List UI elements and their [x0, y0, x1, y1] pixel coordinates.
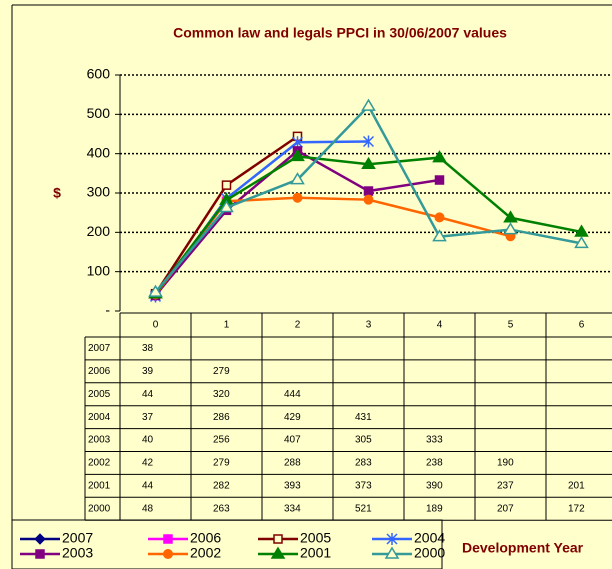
- table-cell: 263: [213, 503, 230, 514]
- table-cell: 238: [426, 458, 443, 469]
- y-tick-label: 100: [87, 262, 111, 278]
- table-cell: 44: [142, 480, 154, 491]
- marker: [574, 235, 589, 249]
- table-cell: 279: [213, 366, 230, 377]
- y-tick-label: 200: [87, 223, 111, 239]
- table-cell: 305: [355, 435, 372, 446]
- legend-label: 2001: [300, 545, 331, 561]
- table-cell: 393: [284, 480, 301, 491]
- marker: [219, 200, 234, 213]
- table-cell: 42: [142, 458, 154, 469]
- legend-label: 2006: [190, 530, 221, 546]
- table-row-label: 2001: [88, 480, 111, 491]
- table-row-label: 2002: [88, 458, 111, 469]
- marker: [432, 229, 447, 242]
- marker: [434, 212, 445, 223]
- x-tick-label: 1: [224, 320, 230, 331]
- legend-marker: [163, 534, 173, 544]
- marker: [292, 192, 303, 203]
- x-tick-label: 6: [579, 320, 585, 331]
- legend-marker: [384, 546, 400, 559]
- table-cell: 431: [355, 412, 372, 423]
- table-cell: 283: [355, 458, 372, 469]
- legend-marker: [34, 533, 46, 545]
- table-cell: 48: [142, 503, 154, 514]
- legend-marker: [270, 546, 286, 559]
- legend-label: 2004: [414, 530, 445, 546]
- legend-marker: [386, 533, 398, 545]
- marker: [362, 135, 375, 148]
- table-cell: 190: [497, 458, 514, 469]
- table-cell: 407: [284, 435, 301, 446]
- table-cell: 189: [426, 503, 443, 514]
- table-cell: 40: [142, 435, 154, 446]
- x-tick-label: 0: [153, 320, 159, 331]
- x-tick-label: 2: [295, 320, 301, 331]
- table-row-label: 2000: [88, 503, 111, 514]
- y-tick-label: 300: [87, 184, 111, 200]
- table-cell: 286: [213, 412, 230, 423]
- table-cell: 390: [426, 480, 443, 491]
- legend-label: 2005: [300, 530, 331, 546]
- marker: [290, 172, 305, 185]
- table-cell: 288: [284, 458, 301, 469]
- y-tick-label: -: [105, 302, 110, 318]
- table-cell: 282: [213, 480, 230, 491]
- table-cell: 429: [284, 412, 301, 423]
- x-tick-label: 3: [366, 320, 372, 331]
- table-cell: 279: [213, 458, 230, 469]
- table-cell: 320: [213, 389, 230, 400]
- table-cell: 207: [497, 503, 514, 514]
- marker: [148, 284, 163, 297]
- table-cell: 37: [142, 412, 154, 423]
- marker: [361, 98, 376, 111]
- table-cell: 172: [568, 503, 585, 514]
- table-cell: 44: [142, 389, 154, 400]
- marker: [361, 156, 376, 170]
- legend-label: 2003: [62, 545, 93, 561]
- table-row-label: 2007: [88, 343, 111, 354]
- table-row-label: 2003: [88, 435, 111, 446]
- table-cell: 256: [213, 435, 230, 446]
- y-tick-label: 400: [87, 144, 111, 160]
- table-cell: 237: [497, 480, 514, 491]
- table-cell: 38: [142, 343, 154, 354]
- legend-marker: [273, 534, 283, 544]
- marker: [434, 175, 445, 185]
- marker: [221, 180, 232, 190]
- legend-label: 2000: [414, 545, 445, 561]
- table-cell: 373: [355, 480, 372, 491]
- chart-title: Common law and legals PPCI in 30/06/2007…: [173, 25, 507, 41]
- legend-marker: [163, 549, 173, 559]
- y-tick-label: 600: [87, 66, 111, 82]
- table-row-label: 2005: [88, 389, 111, 400]
- table-row-label: 2006: [88, 366, 111, 377]
- marker: [363, 194, 374, 205]
- y-axis-label: $: [53, 185, 61, 201]
- x-axis-label: Development Year: [462, 540, 584, 556]
- x-tick-label: 4: [437, 320, 443, 331]
- table-row-label: 2004: [88, 412, 111, 423]
- y-tick-label: 500: [87, 105, 111, 121]
- table-cell: 444: [284, 389, 301, 400]
- legend-label: 2002: [190, 545, 221, 561]
- marker: [363, 186, 374, 196]
- table-cell: 201: [568, 480, 585, 491]
- table-cell: 334: [284, 503, 301, 514]
- x-tick-label: 5: [508, 320, 514, 331]
- table-cell: 521: [355, 503, 372, 514]
- table-cell: 333: [426, 435, 443, 446]
- marker: [503, 222, 518, 235]
- legend-marker: [35, 549, 45, 559]
- legend-label: 2007: [62, 530, 93, 546]
- marker: [290, 148, 305, 162]
- marker: [503, 210, 518, 223]
- marker: [432, 150, 447, 163]
- table-cell: 39: [142, 366, 154, 377]
